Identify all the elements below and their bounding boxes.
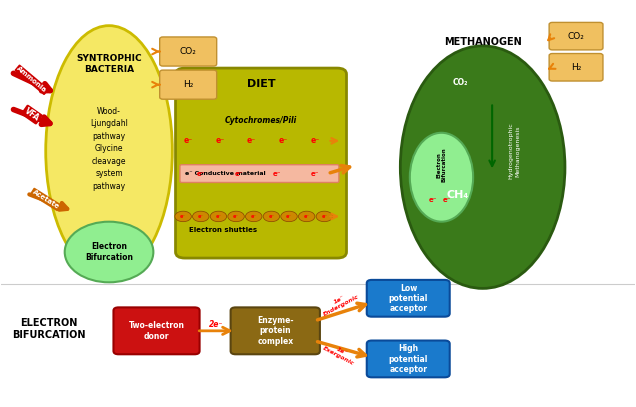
Text: Acetate: Acetate: [31, 189, 60, 210]
Text: CH₄: CH₄: [446, 190, 469, 200]
Circle shape: [193, 211, 209, 222]
FancyBboxPatch shape: [160, 70, 217, 99]
Text: Ammonia: Ammonia: [16, 66, 48, 94]
Text: METHANOGEN: METHANOGEN: [444, 37, 522, 47]
Circle shape: [298, 211, 315, 222]
Text: DIET: DIET: [247, 79, 275, 89]
Ellipse shape: [65, 222, 153, 282]
Ellipse shape: [400, 46, 565, 289]
Text: e⁻: e⁻: [442, 197, 451, 203]
Text: e⁻: e⁻: [279, 136, 288, 145]
Text: ELECTRON
BIFURCATION: ELECTRON BIFURCATION: [12, 318, 86, 339]
Text: Wood-
Ljungdahl
pathway
Glycine
cleavage
system
pathway: Wood- Ljungdahl pathway Glycine cleavage…: [90, 107, 128, 191]
FancyBboxPatch shape: [113, 307, 200, 354]
Text: e⁻: e⁻: [251, 214, 257, 219]
Text: e⁻: e⁻: [216, 214, 221, 219]
FancyBboxPatch shape: [367, 341, 450, 377]
Text: e⁻: e⁻: [321, 214, 328, 219]
FancyBboxPatch shape: [549, 22, 603, 50]
FancyBboxPatch shape: [180, 165, 339, 182]
Text: e⁻: e⁻: [303, 214, 310, 219]
Text: e⁻: e⁻: [235, 171, 243, 177]
Text: e⁻: e⁻: [268, 214, 274, 219]
Text: 1e⁻
Exergonic: 1e⁻ Exergonic: [322, 341, 358, 367]
Text: 2e⁻: 2e⁻: [209, 320, 223, 329]
Text: e⁻: e⁻: [310, 136, 319, 145]
Text: 1e⁻
Endergonic: 1e⁻ Endergonic: [320, 289, 360, 317]
Text: High
potential
acceptor: High potential acceptor: [389, 344, 428, 374]
Text: e⁻: e⁻: [233, 214, 239, 219]
Ellipse shape: [410, 133, 473, 222]
Text: e⁻: e⁻: [286, 214, 292, 219]
Text: Low
potential
acceptor: Low potential acceptor: [389, 284, 428, 313]
Text: e⁻: e⁻: [310, 171, 319, 177]
Text: H₂: H₂: [183, 80, 193, 89]
Text: e⁻: e⁻: [247, 136, 256, 145]
Text: e⁻: e⁻: [429, 197, 438, 203]
Text: Cytochromes/Pili: Cytochromes/Pili: [225, 116, 297, 125]
Text: Enzyme-
protein
complex: Enzyme- protein complex: [258, 316, 294, 346]
Text: H₂: H₂: [571, 63, 581, 72]
FancyBboxPatch shape: [160, 37, 217, 66]
Text: CO₂: CO₂: [568, 32, 584, 41]
Text: Electron
Bifurcation: Electron Bifurcation: [85, 242, 133, 262]
Ellipse shape: [46, 26, 172, 276]
FancyBboxPatch shape: [549, 54, 603, 81]
Circle shape: [281, 211, 297, 222]
Text: e⁻: e⁻: [215, 136, 225, 145]
Text: Electron
Bifurcation: Electron Bifurcation: [436, 148, 447, 182]
Text: CO₂: CO₂: [453, 78, 468, 87]
Circle shape: [210, 211, 226, 222]
Text: SYNTROPHIC
BACTERIA: SYNTROPHIC BACTERIA: [76, 55, 142, 74]
Text: Electron shuttles: Electron shuttles: [189, 227, 257, 233]
Circle shape: [245, 211, 262, 222]
Text: e⁻: e⁻: [197, 171, 205, 177]
Text: CO₂: CO₂: [180, 47, 197, 56]
FancyBboxPatch shape: [367, 280, 450, 317]
FancyBboxPatch shape: [231, 307, 320, 354]
Text: Hydrogenotrophic
Methanogenesis: Hydrogenotrophic Methanogenesis: [509, 123, 520, 179]
Text: Two-electron
donor: Two-electron donor: [128, 321, 184, 341]
Text: e⁻: e⁻: [184, 136, 193, 145]
FancyBboxPatch shape: [176, 68, 347, 258]
Circle shape: [228, 211, 244, 222]
Text: e⁻: e⁻: [180, 214, 186, 219]
Text: e⁻ Conductive material: e⁻ Conductive material: [185, 171, 266, 176]
Circle shape: [175, 211, 191, 222]
Circle shape: [316, 211, 333, 222]
Text: e⁻: e⁻: [273, 171, 281, 177]
Text: e⁻: e⁻: [198, 214, 204, 219]
Text: VFA: VFA: [23, 106, 41, 123]
Circle shape: [263, 211, 280, 222]
